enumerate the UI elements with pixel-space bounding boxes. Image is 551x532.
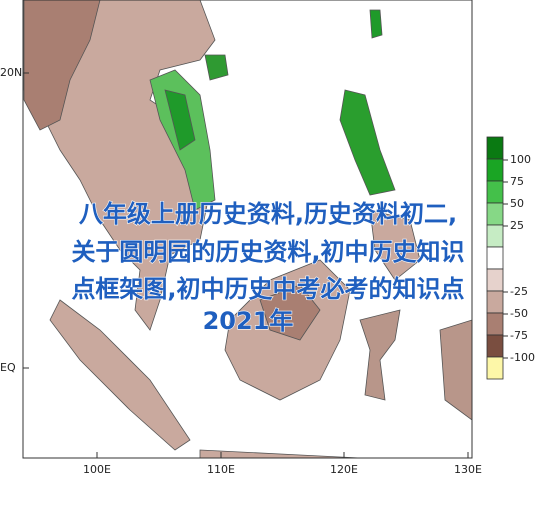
legend-label: 25: [510, 219, 524, 232]
map-frame: [22, 0, 473, 459]
axes: 20N EQ 100E 110E 120E 130E: [0, 66, 482, 476]
land: [23, 0, 473, 459]
lon-label: 120E: [330, 463, 358, 476]
lon-label: 100E: [83, 463, 111, 476]
legend-box: [486, 180, 504, 204]
legend-box: [486, 312, 504, 336]
legend-label: 50: [510, 197, 524, 210]
legend-box: [486, 158, 504, 182]
title: 八年级上册历史资料,历史资料初二, 关于圆明园的历史资料,初中历史知识点框架图,初…: [71, 199, 465, 335]
lon-label: 110E: [207, 463, 235, 476]
legend-label: 75: [510, 175, 524, 188]
legend-box: [486, 246, 504, 270]
legend-box: [486, 356, 504, 380]
legend-label: -100: [510, 351, 535, 364]
legend-box: [486, 136, 504, 160]
legend-label: 100: [510, 153, 531, 166]
title-line: 点框架图,初中历史中考必考的知识点: [71, 275, 464, 303]
title-line: 八年级上册历史资料,历史资料初二,: [79, 200, 457, 228]
title-line: 关于圆明园的历史资料,初中历史知识: [71, 238, 464, 266]
lat-label: EQ: [0, 361, 16, 374]
legend-label: -50: [510, 307, 528, 320]
legend: 100 75 50 25 -25 -50 -75 -100: [486, 136, 535, 380]
legend-label: -25: [510, 285, 528, 298]
legend-label: -75: [510, 329, 528, 342]
legend-box: [486, 268, 504, 292]
legend-box: [486, 202, 504, 226]
lat-label: 20N: [0, 66, 22, 79]
legend-box: [486, 334, 504, 358]
lon-label: 130E: [454, 463, 482, 476]
legend-box: [486, 224, 504, 248]
title-line: 2021年: [203, 307, 294, 335]
legend-box: [486, 290, 504, 314]
